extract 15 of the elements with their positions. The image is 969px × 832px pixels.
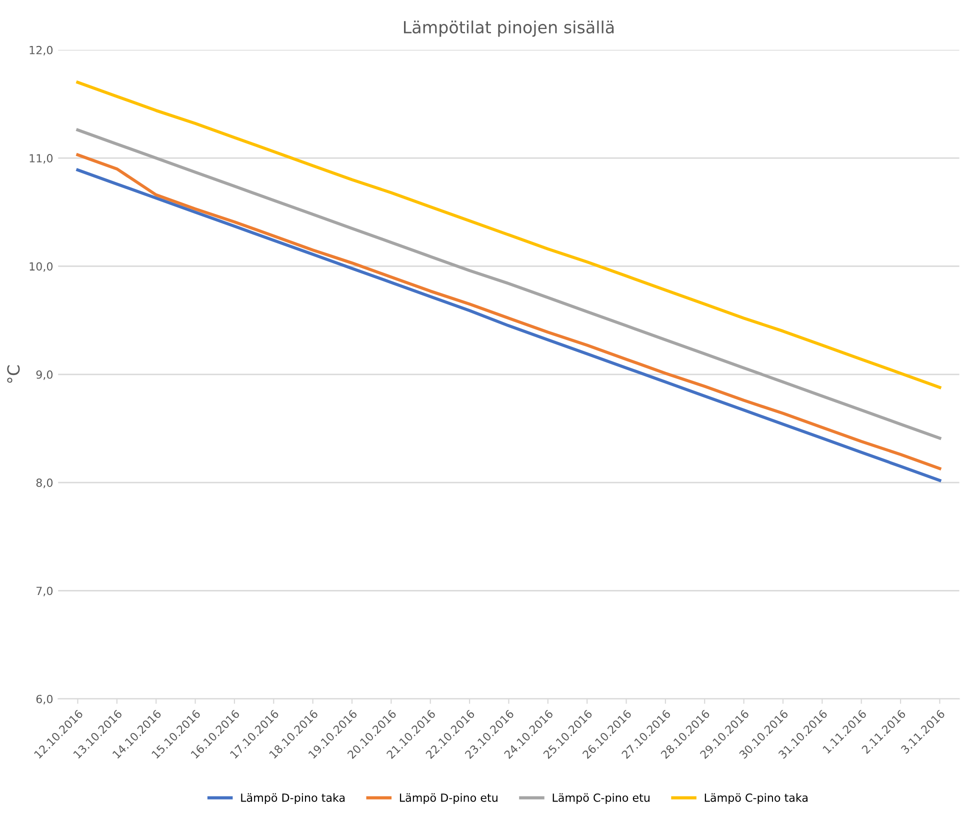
y-tick-label: 9,0 [36,370,53,380]
y-axis-title: °C [7,365,20,383]
y-tick-label: 12,0 [30,46,53,56]
y-tick-label: 11,0 [30,154,53,164]
line-series [76,80,942,389]
y-tick-label: 8,0 [36,478,53,488]
y-tick-label: 10,0 [30,262,53,272]
legend-label: Lämpö C-pino etu [552,793,650,804]
legend-label: Lämpö D-pino etu [400,793,498,804]
chart-title: Lämpötilat pinojen sisällä [404,20,614,37]
legend-label: Lämpö C-pino taka [704,793,808,804]
y-tick-label: 6,0 [36,694,53,704]
legend-label: Lämpö D-pino taka [241,793,345,804]
line-series [76,128,942,440]
y-tick-label: 7,0 [36,586,53,596]
